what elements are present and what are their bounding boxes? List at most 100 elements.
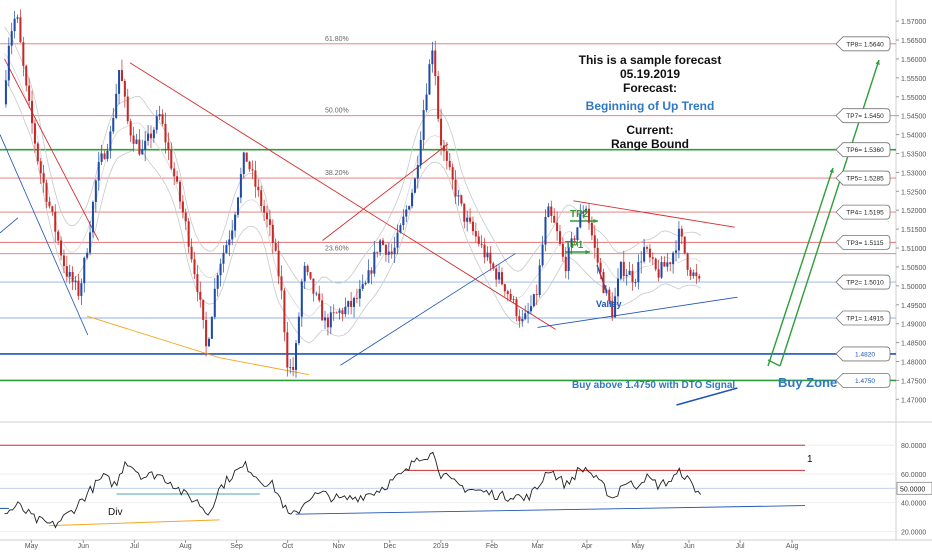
candle-body — [19, 17, 22, 43]
time-tick-label: Aug — [786, 543, 799, 550]
candle-body — [561, 243, 564, 257]
candle-body — [440, 118, 443, 146]
candle-body — [234, 214, 237, 231]
candle-body — [286, 332, 289, 368]
forecast-label: Beginning of Up Trend — [586, 99, 715, 113]
fib-label: 23.60% — [325, 246, 349, 253]
candle-body — [39, 161, 42, 174]
candle-body — [341, 310, 344, 315]
candle-body — [147, 133, 150, 141]
uptrend-channel-line — [322, 143, 449, 241]
candle-body — [13, 18, 16, 32]
candle-body — [335, 312, 338, 314]
candle-body — [506, 291, 509, 295]
candle-body — [457, 195, 460, 197]
candle-body — [393, 247, 396, 255]
candle-body — [379, 240, 382, 253]
candle-body — [254, 170, 257, 187]
candle-body — [619, 261, 622, 279]
candle-body — [245, 152, 248, 162]
price-tick-label: 1.53000 — [901, 170, 926, 177]
candle-body — [422, 110, 425, 140]
candle-body — [387, 251, 390, 255]
candle-body — [570, 238, 573, 248]
candle-body — [7, 45, 10, 81]
candle-body — [16, 17, 19, 19]
downtrend-line-1 — [4, 58, 99, 241]
candle-body — [625, 274, 628, 277]
candle-body — [469, 217, 472, 222]
candle-body — [648, 248, 651, 258]
price-tick-label: 1.48000 — [901, 359, 926, 366]
orange-divergence-line-1 — [86, 315, 220, 359]
candle-body — [202, 299, 205, 320]
candle-body — [573, 238, 576, 241]
indicator-tick-label: 20.0000 — [901, 529, 926, 536]
candle-body — [657, 269, 660, 278]
candle-body — [300, 281, 303, 317]
price-tick-label: 1.49500 — [901, 303, 926, 310]
candle-body — [596, 247, 599, 263]
candle-body — [83, 257, 86, 284]
price-tick-label: 1.53500 — [901, 151, 926, 158]
candle-body — [36, 143, 39, 162]
divergence-label: Div — [108, 507, 122, 518]
candle-body — [541, 244, 544, 266]
candle-body — [355, 297, 358, 299]
time-tick-label: Jul — [130, 543, 139, 550]
price-tick-label: 1.57000 — [901, 19, 926, 26]
candle-body — [480, 243, 483, 245]
target-callout-box — [835, 373, 891, 388]
candle-body — [434, 50, 437, 77]
candle-body — [512, 299, 515, 301]
candle-body — [225, 245, 228, 253]
candle-body — [413, 178, 416, 193]
candle-body — [483, 244, 486, 258]
buy-zone-label: Buy Zone — [778, 375, 837, 390]
tp2-marker-arrow-head — [593, 218, 598, 224]
candle-body — [535, 294, 538, 296]
price-tick-label: 1.55500 — [901, 76, 926, 83]
price-tick-label: 1.54500 — [901, 114, 926, 121]
candle-body — [489, 252, 492, 264]
candle-body — [431, 50, 434, 65]
indicator-divergence-line — [49, 519, 220, 527]
candle-body — [213, 288, 216, 318]
candle-body — [382, 240, 385, 245]
candle-body — [68, 271, 71, 277]
candle-body — [161, 114, 164, 124]
candle-body — [448, 160, 451, 168]
candle-body — [57, 231, 60, 241]
candle-body — [62, 255, 65, 267]
price-tick-label: 1.52000 — [901, 208, 926, 215]
candle-body — [593, 235, 596, 248]
candle-body — [158, 114, 161, 117]
candle-body — [193, 259, 196, 275]
candle-body — [251, 169, 254, 171]
time-tick-label: Dec — [384, 543, 397, 550]
candle-body — [390, 251, 393, 255]
fib-label: 50.00% — [325, 108, 349, 115]
candle-body — [524, 313, 527, 319]
candle-body — [248, 161, 251, 170]
candle-body — [672, 252, 675, 265]
candle-body — [553, 215, 556, 223]
candle-body — [242, 152, 245, 175]
price-tick-label: 1.47500 — [901, 378, 926, 385]
candle-body — [498, 272, 501, 280]
target-callout-box — [835, 108, 891, 124]
candle-body — [486, 252, 489, 258]
candle-body — [614, 296, 617, 318]
candle-body — [141, 149, 144, 155]
candle-body — [550, 206, 553, 216]
candle-body — [350, 301, 353, 307]
candle-body — [396, 232, 399, 248]
candle-body — [582, 212, 585, 214]
candle-body — [689, 269, 692, 276]
candle-body — [529, 306, 532, 312]
candle-body — [210, 317, 213, 339]
candle-body — [451, 167, 454, 180]
candle-body — [500, 272, 503, 285]
